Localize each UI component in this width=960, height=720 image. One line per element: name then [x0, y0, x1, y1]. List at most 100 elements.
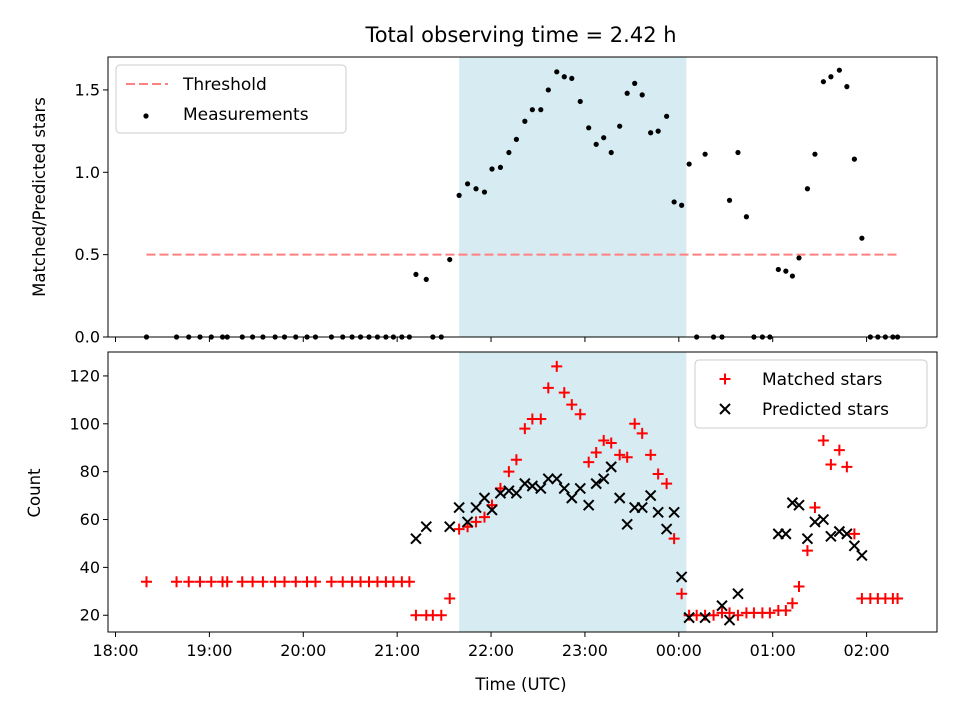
- matched-star-point: [205, 576, 217, 588]
- legend-count: Matched stars Predicted stars: [694, 359, 928, 429]
- y-tick-label: 0.0: [75, 328, 100, 347]
- measurement-point: [632, 80, 638, 86]
- y-tick-label: 1.0: [75, 163, 100, 182]
- measurement-point: [489, 166, 495, 172]
- predicted-star-point: [510, 487, 523, 499]
- measurement-point: [796, 255, 802, 261]
- matched-star-point: [676, 588, 688, 600]
- matched-star-point: [221, 576, 233, 588]
- count-panel: 20 40 60 80 100 120 18:00 19:00 20:00 21:00 22:00 2…: [69, 351, 938, 660]
- predicted-star-point: [453, 501, 465, 514]
- measurement-point: [859, 235, 865, 241]
- predicted-star-point: [636, 501, 648, 514]
- matched-star-point: [542, 382, 554, 394]
- legend-box: [694, 359, 928, 429]
- matched-star-point: [724, 607, 736, 619]
- predicted-star-point: [856, 549, 868, 562]
- predicted-star-point: [551, 473, 563, 485]
- x-tick-label: 01:00: [750, 641, 796, 660]
- matched-star-point: [809, 502, 821, 514]
- predicted-star-point: [699, 611, 711, 624]
- predicted-star-point: [494, 487, 507, 499]
- x-tick-label: 19:00: [186, 641, 232, 660]
- predicted-star-point: [817, 513, 830, 526]
- legend-ratio: Threshold Measurements: [115, 64, 347, 134]
- measurement-point: [423, 276, 429, 282]
- matched-star-point: [786, 597, 798, 609]
- x-tick-label: 00:00: [656, 641, 702, 660]
- matched-star-point: [583, 456, 595, 468]
- y-tick-label: 20: [80, 606, 100, 625]
- predicted-star-point: [825, 530, 837, 542]
- legend-label: Matched stars: [762, 370, 882, 390]
- matched-star-point: [325, 576, 337, 588]
- measurement-point: [671, 199, 677, 205]
- measurement-point: [664, 113, 670, 119]
- measurement-point: [735, 149, 741, 156]
- measurement-point: [545, 87, 551, 93]
- y-tick-label: 40: [80, 558, 100, 577]
- measurement-point: [577, 98, 583, 105]
- measurement-point: [789, 273, 796, 279]
- matched-star-point: [551, 360, 563, 372]
- y-axis-label-ratio: Matched/Predicted stars: [30, 97, 49, 297]
- y-tick-label: 1.5: [75, 80, 100, 99]
- matched-star-point: [621, 451, 633, 463]
- y-tick-label: 60: [80, 510, 100, 529]
- matched-star-point: [629, 418, 641, 430]
- matched-star-point: [801, 545, 813, 557]
- measurement-point: [743, 214, 750, 220]
- measurement-point: [554, 69, 560, 75]
- measurement-point: [851, 156, 857, 162]
- measurement-point: [844, 84, 850, 90]
- predicted-star-point: [582, 499, 595, 511]
- measurement-point: [624, 90, 630, 96]
- matched-star-point: [590, 447, 602, 459]
- measurement-point: [726, 197, 733, 203]
- matched-star-point: [503, 466, 515, 478]
- matched-star-point: [841, 461, 853, 473]
- matched-star-point: [171, 576, 183, 588]
- matched-star-point: [247, 576, 259, 588]
- legend-measurement-swatch: [143, 113, 149, 119]
- legend-label: Measurements: [183, 105, 309, 125]
- matched-star-point: [236, 576, 248, 588]
- matched-star-point: [780, 604, 792, 616]
- predicted-star-point: [644, 489, 657, 502]
- measurement-point: [447, 256, 453, 263]
- predicted-star-point: [519, 477, 531, 490]
- legend-label: Threshold: [182, 75, 267, 95]
- predicted-star-point: [621, 518, 633, 531]
- matched-star-point: [309, 576, 321, 588]
- ratio-panel: 0.0 0.5 1.0 1.5 Threshold Measurements: [75, 56, 938, 347]
- predicted-star-point: [723, 614, 736, 626]
- measurement-point: [464, 181, 471, 187]
- measurement-point: [820, 79, 826, 85]
- predicted-star-point: [675, 571, 688, 583]
- matched-star-point: [661, 478, 673, 490]
- measurement-point: [569, 75, 575, 82]
- matched-star-point: [290, 576, 302, 588]
- predicted-star-point: [566, 492, 578, 504]
- predicted-star-point: [486, 504, 498, 516]
- measurement-point: [413, 271, 419, 278]
- matched-star-point: [470, 516, 482, 528]
- matched-star-point: [519, 423, 531, 435]
- matched-star-point: [410, 609, 422, 621]
- matched-star-point: [793, 581, 805, 593]
- x-tick-label: 22:00: [468, 641, 514, 660]
- predicted-star-point: [558, 482, 570, 495]
- measurement-point: [679, 202, 685, 208]
- matched-star-point: [645, 449, 657, 461]
- measurement-point: [529, 107, 535, 113]
- measurement-point: [648, 130, 654, 136]
- matched-star-point: [403, 576, 415, 588]
- predicted-star-point: [841, 528, 853, 540]
- matched-star-point: [764, 607, 776, 619]
- measurement-point: [538, 107, 544, 113]
- matched-star-point: [140, 576, 152, 588]
- predicted-star-point: [793, 499, 805, 511]
- matched-star-point: [892, 592, 904, 604]
- matched-star-point: [668, 533, 680, 545]
